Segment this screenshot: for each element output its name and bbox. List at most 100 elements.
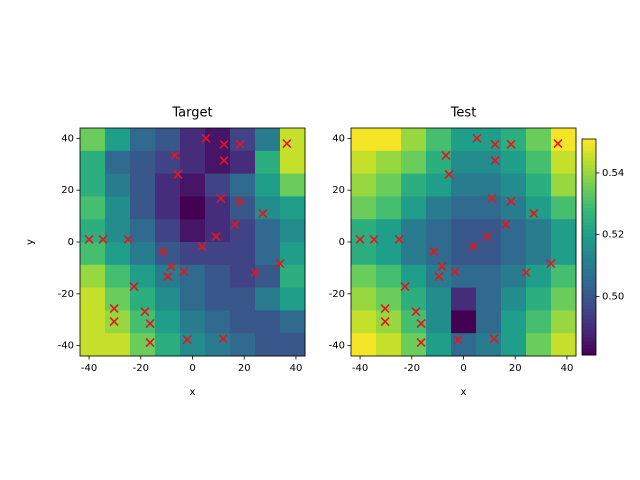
heatmap-cell (80, 173, 106, 197)
heatmap-cell (155, 173, 181, 197)
heatmap-cell (426, 242, 452, 266)
scatter-marker (400, 281, 410, 292)
heatmap-cell (351, 264, 377, 289)
heatmap-cell (105, 219, 131, 243)
x-tick-label: -40 (352, 363, 368, 374)
scatter-marker (355, 234, 365, 244)
scatter-marker (380, 304, 390, 314)
colorbar-segment (582, 301, 596, 306)
colorbar-segment (582, 311, 596, 316)
heatmap-cell (501, 333, 527, 357)
heatmap-cell (280, 173, 306, 197)
heatmap-cell (351, 310, 377, 334)
colorbar-segment (582, 171, 596, 176)
scatter-marker (179, 266, 189, 277)
heatmap-cell (551, 128, 577, 152)
scatter-marker (490, 155, 500, 165)
heatmap-cell (180, 242, 206, 266)
heatmap-cell (180, 310, 206, 334)
scatter-marker (416, 319, 426, 329)
colorbar-tick-label: 0.50 (602, 291, 624, 302)
scatter-marker (444, 169, 454, 179)
heatmap-cell (526, 128, 552, 152)
colorbar-segment (582, 203, 596, 208)
scatter-marker (109, 316, 119, 327)
heatmap-cell (476, 196, 502, 220)
colorbar-segment (582, 250, 596, 255)
y-axis-label: y (25, 239, 36, 245)
heatmap-cell (351, 242, 377, 266)
scatter-marker (369, 234, 379, 244)
colorbar-segment (582, 340, 596, 345)
heatmap-cell (451, 310, 477, 334)
x-axis-label: x (190, 387, 196, 398)
heatmap-cell (280, 242, 306, 266)
heatmap-cell (351, 196, 377, 220)
scatter-marker (84, 234, 94, 244)
heatmap-cell (501, 150, 527, 175)
heatmap-cell (551, 196, 577, 220)
heatmap-cell (230, 128, 256, 152)
heatmap-cell (130, 287, 156, 311)
heatmap-cell (105, 287, 131, 311)
heatmap-cell (280, 150, 306, 175)
colorbar-segment (582, 189, 596, 194)
scatter-marker (140, 307, 150, 317)
heatmap-cell (205, 150, 231, 175)
heatmap-cell (401, 333, 427, 357)
colorbar-segment (582, 175, 596, 180)
x-tick-label: 20 (509, 363, 522, 374)
colorbar-segment (582, 164, 596, 169)
heatmap-cell (255, 173, 281, 197)
heatmap-cell (80, 264, 106, 289)
heatmap-cell (351, 128, 377, 152)
heatmap-cell (205, 242, 231, 266)
heatmap-cell (501, 310, 527, 334)
heatmap-cell (551, 333, 577, 357)
heatmap-cell (526, 150, 552, 175)
scatter-marker (98, 234, 108, 244)
heatmap-cell (180, 173, 206, 197)
heatmap-cell (351, 173, 377, 197)
colorbar-segment (582, 182, 596, 187)
heatmap-cell (205, 287, 231, 311)
colorbar-segment (582, 214, 596, 219)
heatmap-cell (80, 287, 106, 311)
heatmap-cell (476, 173, 502, 197)
heatmap-cell (230, 310, 256, 334)
heatmap-cell (180, 150, 206, 175)
x-tick-label: 0 (189, 363, 195, 374)
heatmap-cell (376, 173, 402, 197)
heatmap-cell (376, 264, 402, 289)
scatter-marker (482, 231, 492, 242)
heatmap-cell (476, 333, 502, 357)
heatmap-cell (280, 333, 306, 357)
scatter-marker (506, 196, 516, 206)
heatmap-cell (280, 128, 306, 152)
y-tick-label: 40 (61, 133, 74, 144)
y-tick-label: 20 (61, 185, 74, 196)
heatmap-cell (80, 128, 106, 152)
heatmap-cell (280, 287, 306, 311)
colorbar-segment (582, 275, 596, 280)
colorbar-segment (582, 207, 596, 212)
y-tick-label: 20 (332, 185, 345, 196)
heatmap-cell (476, 150, 502, 175)
heatmap-cell (451, 264, 477, 289)
scatter-marker (468, 241, 478, 251)
scatter-marker (197, 241, 207, 251)
colorbar-segment (582, 319, 596, 324)
colorbar-segment (582, 247, 596, 252)
y-tick-label: -40 (58, 341, 74, 352)
scatter-marker (219, 155, 229, 165)
scatter-marker (380, 316, 390, 327)
heatmap-cell (401, 242, 427, 266)
heatmap-cell (280, 219, 306, 243)
colorbar-tick-label: 0.52 (602, 230, 624, 241)
colorbar-segment (582, 344, 596, 349)
heatmap-cell (426, 219, 452, 243)
scatter-marker (394, 234, 404, 244)
scatter-marker (235, 139, 245, 149)
colorbar-segment (582, 347, 596, 352)
heatmap-cell (130, 219, 156, 243)
